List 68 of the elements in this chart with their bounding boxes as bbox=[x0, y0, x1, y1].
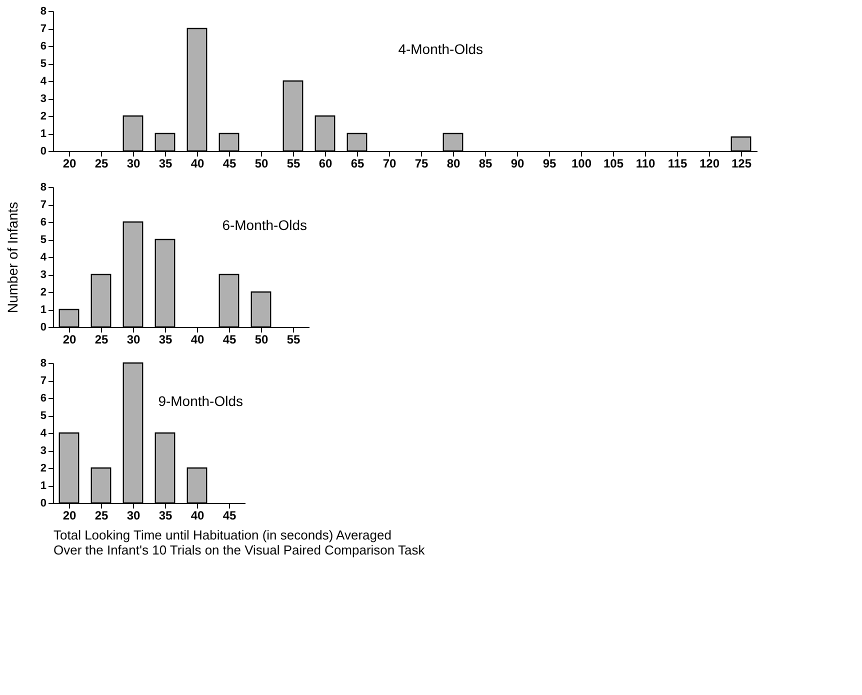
y-tick-label: 4 bbox=[40, 428, 48, 440]
x-tick-label: 115 bbox=[668, 156, 688, 170]
y-tick-label: 7 bbox=[40, 199, 46, 211]
x-tick-label: 20 bbox=[62, 508, 76, 522]
y-tick-label: 7 bbox=[40, 375, 46, 387]
y-tick-label: 6 bbox=[40, 40, 46, 52]
y-tick-label: 0 bbox=[40, 322, 46, 334]
text: 6-Month-Olds bbox=[222, 217, 307, 234]
x-tick-label: 25 bbox=[94, 332, 108, 346]
y-tick-label: 7 bbox=[40, 23, 46, 35]
y-tick-label: 8 bbox=[40, 358, 46, 370]
y-tick-label: 0 bbox=[40, 498, 46, 510]
x-tick-label: 50 bbox=[254, 332, 268, 346]
x-tick-label: 60 bbox=[318, 156, 332, 170]
x-tick-label: 25 bbox=[94, 156, 108, 170]
y-tick-label: 2 bbox=[40, 462, 46, 474]
x-tick-label: 45 bbox=[222, 156, 236, 170]
x-tick-label: 30 bbox=[126, 508, 140, 522]
y-tick-label: 1 bbox=[40, 304, 46, 316]
x-tick-label: 35 bbox=[158, 508, 172, 522]
x-tick-label: 50 bbox=[254, 156, 268, 170]
y-tick-label: 0 bbox=[40, 146, 46, 158]
x-tick-label: 85 bbox=[478, 156, 492, 170]
x-tick-label: 110 bbox=[636, 156, 656, 170]
x-tick-label: 55 bbox=[286, 332, 300, 346]
y-tick-label: 1 bbox=[40, 128, 46, 140]
x-tick-label: 35 bbox=[158, 332, 172, 346]
text: 9-Month-Olds bbox=[158, 393, 243, 410]
y-tick-label: 6 bbox=[40, 216, 46, 228]
y-tick-label: 4 bbox=[40, 252, 48, 264]
x-tick-label: 90 bbox=[510, 156, 524, 170]
y-tick-label: 3 bbox=[40, 269, 46, 281]
x-tick-label: 45 bbox=[222, 508, 236, 522]
x-tick-label: 20 bbox=[62, 156, 76, 170]
x-tick-label: 65 bbox=[350, 156, 364, 170]
x-tick-label: 125 bbox=[731, 156, 752, 170]
x-axis-title: Total Looking Time until Habituation (in seconds) Averaged Over the Infant's 10 Trials on the Visual Paired Comparison Task bbox=[54, 528, 426, 558]
x-tick-label: 105 bbox=[603, 156, 624, 170]
x-tick-label: 70 bbox=[382, 156, 396, 170]
x-tick-label: 120 bbox=[699, 156, 720, 170]
y-tick-label: 5 bbox=[40, 58, 46, 70]
x-tick-label: 95 bbox=[542, 156, 556, 170]
y-axis-title: Number of Infants bbox=[4, 202, 20, 314]
x-tick-label: 25 bbox=[94, 508, 108, 522]
x-tick-label: 35 bbox=[158, 156, 172, 170]
y-tick-label: 3 bbox=[40, 93, 46, 105]
y-tick-label: 6 bbox=[40, 392, 46, 404]
x-tick-label: 40 bbox=[190, 508, 204, 522]
x-tick-label: 30 bbox=[126, 332, 140, 346]
y-tick-label: 2 bbox=[40, 110, 46, 122]
x-tick-label: 20 bbox=[62, 332, 76, 346]
x-tick-label: 55 bbox=[286, 156, 300, 170]
x-tick-label: 75 bbox=[414, 156, 428, 170]
y-tick-label: 2 bbox=[40, 286, 46, 298]
y-tick-label: 8 bbox=[40, 182, 46, 194]
y-tick-label: 5 bbox=[40, 234, 46, 246]
y-tick-label: 8 bbox=[40, 6, 46, 18]
x-tick-label: 30 bbox=[126, 156, 140, 170]
x-tick-label: 80 bbox=[446, 156, 460, 170]
x-tick-label: 100 bbox=[571, 156, 592, 170]
y-tick-label: 3 bbox=[40, 445, 46, 457]
x-tick-label: 40 bbox=[190, 332, 204, 346]
x-tick-label: 40 bbox=[190, 156, 204, 170]
text: 4-Month-Olds bbox=[398, 41, 483, 58]
x-tick-label: 45 bbox=[222, 332, 236, 346]
y-tick-label: 5 bbox=[40, 410, 46, 422]
y-tick-label: 4 bbox=[40, 76, 48, 88]
y-tick-label: 1 bbox=[40, 480, 46, 492]
